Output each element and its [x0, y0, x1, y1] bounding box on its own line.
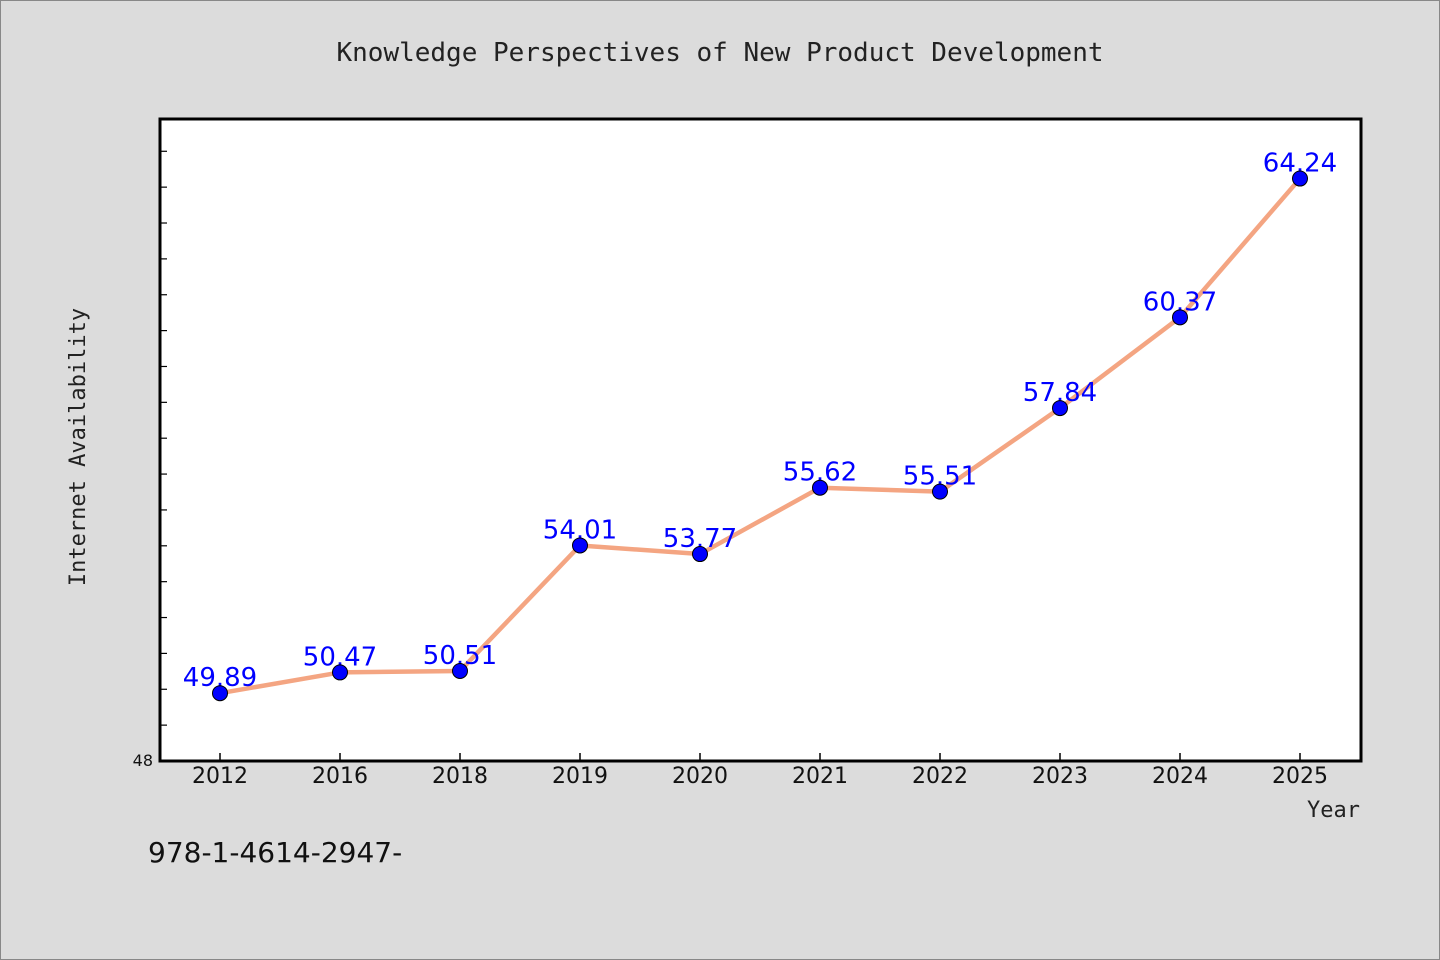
- data-point-marker: [572, 537, 588, 554]
- x-tick-label: 2021: [792, 764, 848, 789]
- data-point-marker: [692, 546, 708, 563]
- x-axis-ticks: [219, 753, 1301, 761]
- x-tick-label: 2018: [432, 764, 488, 789]
- y-axis-label: Internet Availability: [66, 308, 91, 586]
- series-line: [217, 176, 1303, 696]
- footnote: 978-1-4614-2947-: [148, 836, 402, 869]
- plot-area: [158, 117, 1363, 763]
- y-axis-ticks: [160, 150, 167, 726]
- x-tick-label: 2016: [312, 764, 368, 789]
- chart-title: Knowledge Perspectives of New Product De…: [336, 38, 1103, 68]
- data-point-marker: [812, 479, 828, 496]
- x-tick-label: 2012: [192, 764, 248, 789]
- x-tick-label: 2022: [912, 764, 968, 789]
- x-axis-label: Year: [1307, 798, 1360, 823]
- data-point-marker: [1052, 400, 1068, 417]
- series-line-group: [217, 176, 1303, 696]
- data-point-marker: [932, 483, 948, 500]
- y-tick-label-min: 48: [133, 751, 153, 770]
- data-point-marker: [1292, 170, 1308, 187]
- x-tick-label: 2024: [1152, 764, 1208, 789]
- data-point-marker: [212, 685, 228, 702]
- x-tick-label: 2020: [672, 764, 728, 789]
- x-tick-label: 2019: [552, 764, 608, 789]
- data-point-marker: [332, 664, 348, 681]
- x-tick-label: 2025: [1272, 764, 1328, 789]
- data-point-marker: [452, 662, 468, 679]
- markers-group: [212, 170, 1308, 702]
- data-point-marker: [1172, 309, 1188, 326]
- x-tick-labels: 2012 2016 2018 2019 2020 2021 2022 2023 2024 2025: [192, 764, 1328, 789]
- x-tick-label: 2023: [1032, 764, 1088, 789]
